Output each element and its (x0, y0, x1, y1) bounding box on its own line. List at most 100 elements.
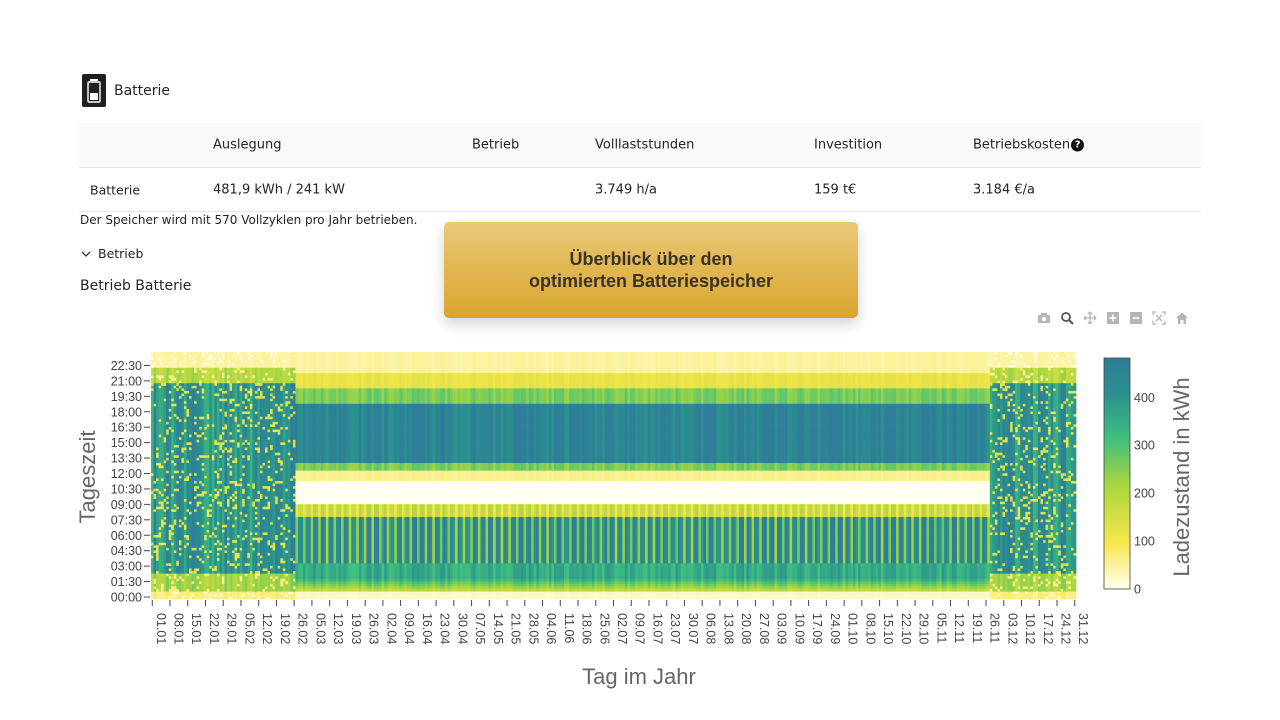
heatmap-cell (192, 421, 195, 424)
heatmap-cell (186, 558, 189, 561)
heatmap-cell (154, 398, 157, 401)
heatmap-cell (174, 524, 177, 527)
heatmap-cell (202, 550, 205, 553)
heatmap-cell (164, 535, 167, 538)
heatmap-cell (181, 437, 184, 440)
heatmap-cell (197, 494, 200, 497)
heatmap-cell (159, 391, 162, 394)
heatmap-cell (207, 542, 210, 545)
heatmap-cell (161, 452, 164, 455)
heatmap-cell (219, 581, 222, 584)
heatmap-cell (222, 504, 225, 507)
heatmap-cell (164, 589, 167, 592)
heatmap-cell (219, 560, 222, 563)
heatmap-cell (164, 388, 167, 391)
heatmap-cell (156, 563, 159, 566)
heatmap-cell (154, 506, 157, 509)
heatmap-cell (181, 571, 184, 574)
heatmap-cell (176, 470, 179, 473)
heatmap-cell (204, 509, 207, 512)
heatmap-cell (159, 357, 162, 360)
heatmap-cell (154, 542, 157, 545)
heatmap-cell (186, 494, 189, 497)
heatmap-cell (151, 463, 154, 466)
heatmap-cell (179, 548, 182, 551)
heatmap-cell (202, 476, 205, 479)
heatmap-cell (212, 411, 215, 414)
heatmap-cell (151, 355, 154, 358)
heatmap-cell (154, 455, 157, 458)
heatmap-cell (166, 442, 169, 445)
heatmap-cell (212, 439, 215, 442)
heatmap-cells[interactable] (151, 352, 1076, 599)
heatmap-cell (209, 478, 212, 481)
heatmap-cell (154, 460, 157, 463)
heatmap-cell (219, 383, 222, 386)
heatmap-cell (169, 362, 172, 365)
heatmap-cell (199, 509, 202, 512)
heatmap-cell (151, 494, 154, 497)
heatmap-cell (184, 509, 187, 512)
heatmap-cell (199, 445, 202, 448)
heatmap-cell (159, 581, 162, 584)
heatmap-cell (214, 476, 217, 479)
heatmap-cell (161, 378, 164, 381)
heatmap-cell (186, 455, 189, 458)
heatmap-cell (224, 437, 227, 440)
heatmap-cell (227, 589, 230, 592)
heatmap-cell (199, 548, 202, 551)
heatmap-cell (171, 481, 174, 484)
heatmap-cell (217, 421, 220, 424)
heatmap-cell (151, 478, 154, 481)
heatmap-cell (219, 563, 222, 566)
heatmap-cell (176, 388, 179, 391)
heatmap-cell (171, 548, 174, 551)
heatmap-cell (156, 409, 159, 412)
heatmap-cell (179, 385, 182, 388)
heatmap-cell (212, 522, 215, 525)
heatmap-cell (224, 373, 227, 376)
heatmap-cell (189, 473, 192, 476)
heatmap-cell (151, 537, 154, 540)
heatmap-cell (159, 383, 162, 386)
heatmap-cell (184, 437, 187, 440)
heatmap-cell (176, 596, 179, 599)
heatmap-cell (184, 380, 187, 383)
heatmap-cell (181, 370, 184, 373)
heatmap-cell (197, 496, 200, 499)
heatmap-cell (224, 532, 227, 535)
heatmap-cell (154, 591, 157, 594)
heatmap-cell (217, 457, 220, 460)
heatmap-cell (186, 432, 189, 435)
heatmap-cell (154, 478, 157, 481)
heatmap-cell (222, 494, 225, 497)
heatmap-cell (222, 385, 225, 388)
heatmap-cell (174, 439, 177, 442)
heatmap-cell (184, 434, 187, 437)
heatmap-cell (159, 560, 162, 563)
heatmap-cell (222, 388, 225, 391)
heatmap-cell (169, 509, 172, 512)
heatmap-cell (214, 447, 217, 450)
heatmap-cell (164, 393, 167, 396)
heatmap-cell (219, 460, 222, 463)
heatmap-cell (199, 434, 202, 437)
heatmap-cell (209, 501, 212, 504)
heatmap-cell (176, 419, 179, 422)
heatmap-cell (207, 388, 210, 391)
heatmap-cell (217, 542, 220, 545)
heatmap-cell (197, 491, 200, 494)
heatmap-cell (151, 360, 154, 363)
heatmap-cell (202, 519, 205, 522)
heatmap-cell (171, 362, 174, 365)
heatmap-cell (224, 370, 227, 373)
heatmap-cell (204, 540, 207, 543)
heatmap-cell (159, 584, 162, 587)
heatmap-cell (171, 357, 174, 360)
heatmap-cell (151, 591, 154, 594)
heatmap-cell (174, 563, 177, 566)
heatmap-cell (214, 442, 217, 445)
heatmap-cell (212, 427, 215, 430)
heatmap-cell (224, 463, 227, 466)
heatmap-cell (186, 383, 189, 386)
